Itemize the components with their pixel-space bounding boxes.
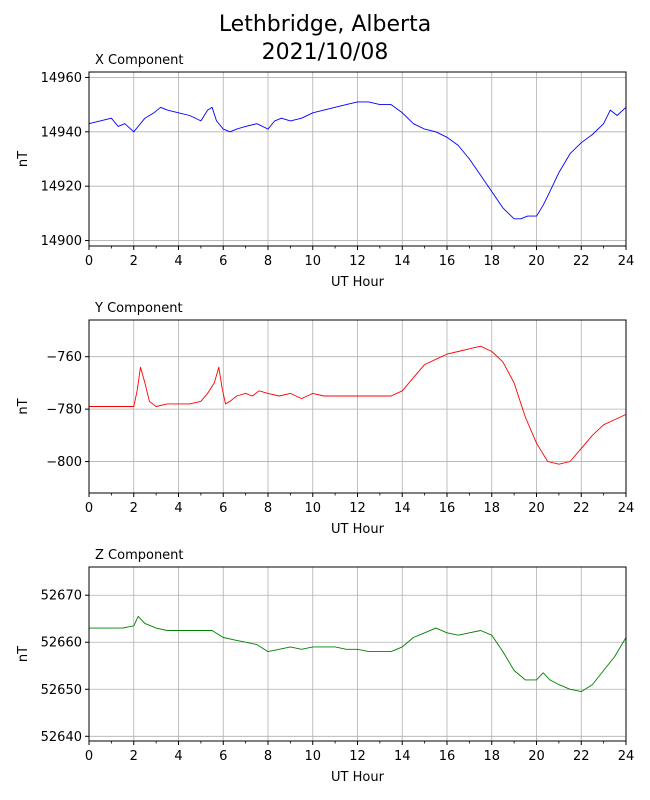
- x-x-tick-label: 24: [618, 254, 635, 269]
- z-y-tick-label: 52670: [41, 589, 82, 604]
- z-x-tick-label: 12: [349, 749, 366, 764]
- z-x-axis-label: UT Hour: [331, 770, 385, 785]
- y-component-series-line: [89, 345, 627, 465]
- x-x-tick-label: 0: [85, 254, 93, 269]
- x-y-axis-label: nT: [16, 151, 31, 167]
- y-x-tick-label: 0: [85, 501, 93, 516]
- x-x-tick-label: 20: [528, 254, 545, 269]
- z-component-title: Z Component: [95, 548, 184, 563]
- y-y-tick-label: −780: [46, 403, 82, 418]
- x-component-series-line: [88, 101, 627, 220]
- figure-title-date: 2021/10/08: [261, 40, 389, 65]
- z-x-tick-label: 6: [219, 749, 227, 764]
- x-x-tick-label: 16: [439, 254, 456, 269]
- y-x-tick-label: 4: [174, 501, 182, 516]
- x-y-tick-label: 14920: [41, 180, 82, 195]
- y-x-tick-label: 18: [483, 501, 500, 516]
- y-x-tick-label: 6: [219, 501, 227, 516]
- x-y-tick-label: 14900: [41, 234, 82, 249]
- z-x-tick-label: 14: [394, 749, 411, 764]
- y-x-tick-label: 20: [528, 501, 545, 516]
- z-y-axis-label: nT: [16, 646, 31, 662]
- y-x-tick-label: 24: [618, 501, 635, 516]
- z-y-tick-label: 52640: [41, 730, 82, 745]
- y-x-tick-label: 2: [130, 501, 138, 516]
- y-x-tick-label: 22: [573, 501, 590, 516]
- z-x-tick-label: 22: [573, 749, 590, 764]
- z-x-tick-label: 4: [174, 749, 182, 764]
- z-y-tick-label: 52660: [41, 636, 82, 651]
- x-x-tick-label: 2: [130, 254, 138, 269]
- y-x-axis-label: UT Hour: [331, 522, 385, 537]
- z-x-tick-label: 10: [304, 749, 321, 764]
- x-x-tick-label: 14: [394, 254, 411, 269]
- z-x-tick-label: 2: [130, 749, 138, 764]
- y-x-tick-label: 16: [439, 501, 456, 516]
- z-x-tick-label: 8: [264, 749, 272, 764]
- x-x-tick-label: 10: [304, 254, 321, 269]
- x-x-tick-label: 6: [219, 254, 227, 269]
- y-x-tick-label: 10: [304, 501, 321, 516]
- z-component-series-line: [89, 615, 627, 693]
- y-y-axis-label: nT: [16, 398, 31, 414]
- z-x-tick-label: 16: [439, 749, 456, 764]
- x-x-tick-label: 12: [349, 254, 366, 269]
- y-component-title: Y Component: [94, 301, 183, 316]
- z-x-tick-label: 18: [483, 749, 500, 764]
- y-x-tick-label: 12: [349, 501, 366, 516]
- x-x-tick-label: 8: [264, 254, 272, 269]
- z-y-tick-label: 52650: [41, 683, 82, 698]
- figure-title-location: Lethbridge, Alberta: [218, 12, 432, 37]
- y-y-tick-label: −800: [46, 455, 82, 470]
- x-x-tick-label: 4: [174, 254, 182, 269]
- x-x-axis-label: UT Hour: [331, 275, 385, 290]
- x-y-tick-label: 14940: [41, 125, 82, 140]
- x-y-tick-label: 14960: [41, 71, 82, 86]
- y-y-tick-label: −760: [46, 350, 82, 365]
- y-x-tick-label: 8: [264, 501, 272, 516]
- z-x-tick-label: 0: [85, 749, 93, 764]
- y-x-tick-label: 14: [394, 501, 411, 516]
- x-x-tick-label: 18: [483, 254, 500, 269]
- x-component-title: X Component: [95, 53, 184, 68]
- z-x-tick-label: 20: [528, 749, 545, 764]
- x-x-tick-label: 22: [573, 254, 590, 269]
- z-x-tick-label: 24: [618, 749, 635, 764]
